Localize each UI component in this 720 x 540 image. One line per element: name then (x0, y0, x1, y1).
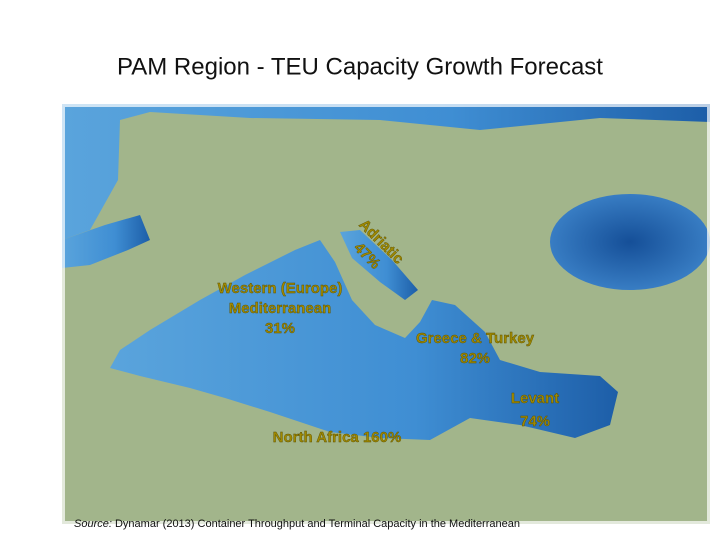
region-value: 160% (363, 429, 401, 446)
region-label: Greece & Turkey 82% (416, 330, 535, 367)
source: Source: Dynamar (2013) Container Through… (74, 518, 520, 530)
region-text: Western (Europe) Mediterranean 31% (218, 280, 343, 337)
region-name: Mediterranean (229, 300, 332, 317)
region-text: North Africa 160% (273, 429, 402, 446)
region-label: North Africa 160% (272, 429, 402, 446)
region-text: Levant 74% (511, 390, 559, 430)
region-name: Greece & Turkey (416, 330, 535, 347)
region-value: 74% (520, 413, 550, 430)
region-label: Western (Europe) Mediterranean 31% (217, 280, 343, 337)
region-name: North Africa (273, 429, 360, 446)
title: PAM Region - TEU Capacity Growth Forecas… (117, 53, 603, 80)
region-value: 31% (265, 320, 295, 337)
source-label: Source: (74, 518, 112, 530)
mediterranean-sea (110, 240, 618, 440)
bay-of-biscay (62, 215, 150, 268)
map (59, 101, 713, 527)
region-value: 82% (460, 350, 490, 367)
land (62, 104, 710, 524)
region-name: Western (Europe) (218, 280, 343, 297)
map-frame (59, 101, 713, 527)
black-sea (550, 194, 710, 290)
adriatic-sea (340, 230, 418, 300)
region-label: Levant 74% (511, 390, 560, 430)
region-text: Greece & Turkey 82% (416, 330, 535, 367)
region-name: Levant (511, 390, 559, 407)
north-sea (62, 104, 710, 240)
source-text: Dynamar (2013) Container Throughput and … (115, 518, 520, 530)
